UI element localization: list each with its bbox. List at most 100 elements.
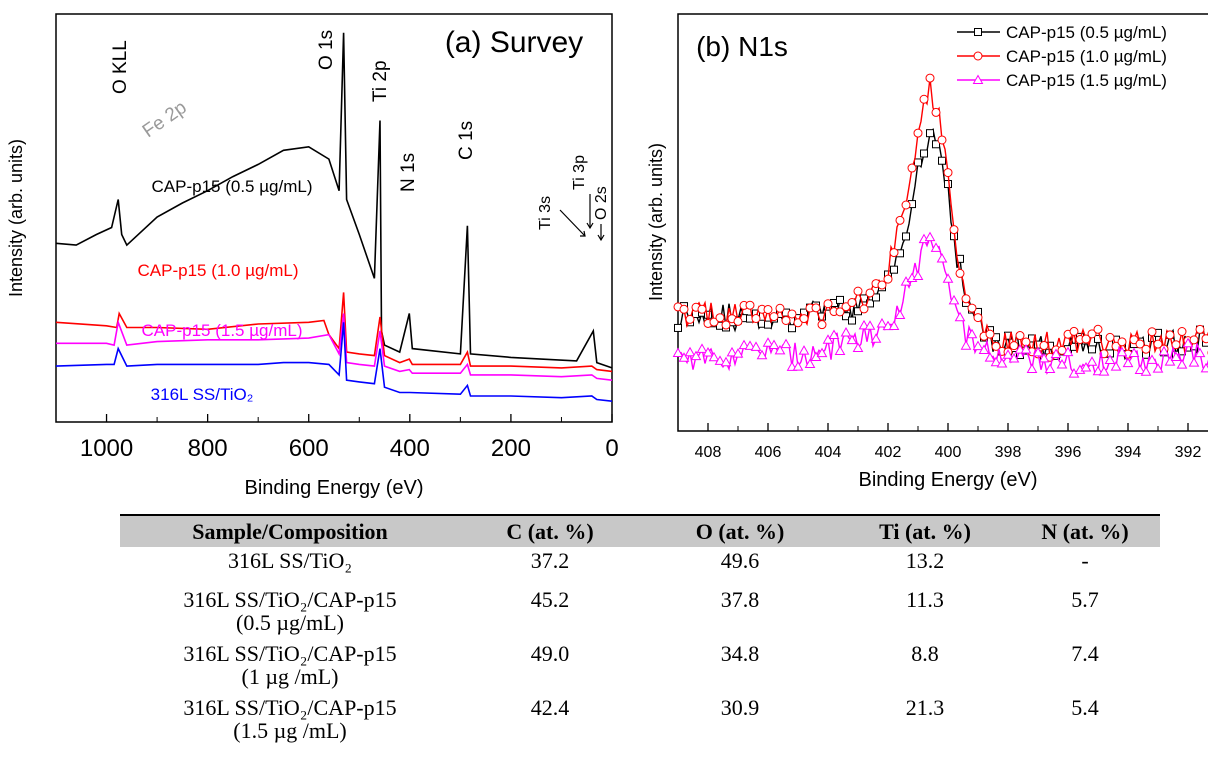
n1s-marker — [709, 317, 719, 327]
n1s-marker — [931, 107, 941, 117]
n1s-marker — [925, 73, 935, 83]
c-cell: 42.4 — [530, 695, 570, 720]
n1s-marker — [889, 248, 899, 258]
n1s-marker — [876, 317, 888, 328]
n1s-x-tick-label: 400 — [935, 444, 962, 461]
ti-cell: 8.8 — [911, 641, 939, 666]
n1s-marker — [948, 294, 960, 305]
n1s-marker — [1008, 352, 1020, 363]
n1s-marker — [1171, 340, 1181, 350]
survey-series-line-2 — [56, 313, 613, 381]
table-row: 316L SS/TiO₂ 37.2 49.6 13.2 - — [120, 547, 1160, 586]
n1s-marker — [852, 342, 864, 353]
n1s-marker — [1098, 366, 1110, 376]
n1s-marker — [919, 94, 929, 104]
n1s-marker — [775, 303, 785, 313]
n1s-marker — [1146, 354, 1158, 364]
n-cell: - — [1081, 548, 1089, 573]
n1s-marker — [842, 312, 850, 321]
n1s-marker — [920, 149, 928, 158]
survey-x-axis-label: Binding Energy (eV) — [245, 477, 424, 499]
o-cell: 30.9 — [720, 695, 760, 720]
n1s-marker — [704, 310, 712, 319]
table-row: 316L SS/TiO₂/CAP-p15 (1 µg /mL) 49.0 34.8… — [120, 640, 1160, 694]
n1s-marker — [1135, 339, 1145, 349]
n1s-x-tick-label: 398 — [995, 444, 1022, 461]
peak-label-ti-2p: Ti 2p — [370, 60, 391, 102]
peak-label-ti-3s: Ti 3s — [537, 196, 554, 230]
n1s-series-1 — [673, 73, 1208, 362]
n1s-marker — [1189, 335, 1199, 345]
n1s-y-axis-label: Intensity (arb. units) — [646, 143, 666, 301]
o-cell: 34.8 — [720, 641, 760, 666]
n1s-marker — [1104, 354, 1116, 364]
survey-x-tick-label: 0 — [605, 435, 618, 462]
n1s-marker — [1177, 327, 1187, 337]
n1s-marker — [1111, 341, 1121, 351]
n1s-marker — [895, 215, 905, 225]
c-cell: 45.2 — [530, 587, 570, 612]
n1s-marker — [847, 298, 857, 308]
n1s-marker — [1152, 363, 1164, 373]
n1s-marker — [1164, 356, 1176, 366]
n1s-marker — [787, 309, 797, 319]
n1s-marker — [756, 349, 768, 360]
n1s-marker — [955, 268, 965, 278]
n1s-marker — [823, 299, 833, 309]
n1s-marker — [792, 361, 804, 371]
survey-series-line-3 — [55, 322, 613, 402]
peak-label-c-1s: C 1s — [456, 121, 477, 160]
n1s-marker — [1176, 359, 1188, 369]
n1s-marker — [1087, 329, 1097, 339]
n1s-marker — [811, 303, 821, 313]
n1s-marker — [996, 357, 1008, 368]
n1s-marker — [1069, 326, 1079, 336]
peak-label-o-kll: O KLL — [110, 40, 131, 94]
peak-label-n-1s: N 1s — [398, 153, 419, 192]
n1s-marker — [1170, 351, 1182, 362]
n1s-marker — [1050, 348, 1062, 359]
n1s-marker — [732, 348, 744, 358]
header-ti: Ti (at. %) — [840, 514, 1010, 547]
n1s-marker — [793, 318, 803, 328]
n1s-marker — [1092, 365, 1104, 376]
n1s-marker — [1032, 346, 1044, 357]
n1s-marker — [1122, 357, 1134, 368]
n1s-x-tick-label: 402 — [875, 444, 902, 461]
n1s-marker — [840, 327, 852, 337]
n1s-marker — [877, 280, 887, 290]
sample-cell: 316L SS/TiO₂/CAP-p15 (1 µg /mL) — [183, 641, 397, 689]
n1s-x-axis-label: Binding Energy (eV) — [859, 469, 1038, 491]
n1s-marker — [985, 329, 995, 339]
n1s-marker — [1140, 366, 1152, 376]
n1s-marker — [738, 339, 750, 350]
n1s-marker — [937, 135, 947, 145]
n1s-marker — [1002, 349, 1014, 359]
n1s-marker — [859, 304, 869, 314]
n1s-marker — [684, 346, 696, 357]
n-cell: 5.7 — [1071, 587, 1099, 612]
n1s-marker — [914, 158, 922, 167]
n1s-marker — [932, 140, 940, 149]
n1s-marker — [788, 324, 796, 333]
n1s-marker — [938, 156, 946, 165]
curve-label-0-5: CAP-p15 (0.5 µg/mL) — [152, 177, 313, 196]
header-sample: Sample/Composition — [120, 514, 460, 547]
n1s-marker — [973, 51, 983, 61]
n1s-marker — [1039, 341, 1049, 351]
n1s-marker — [1062, 346, 1074, 357]
c-cell: 37.2 — [530, 548, 570, 573]
n1s-marker — [804, 358, 816, 368]
n1s-marker — [956, 254, 964, 263]
n1s-marker — [1094, 334, 1102, 343]
curve-label-1-5: CAP-p15 (1.5 µg/mL) — [142, 321, 303, 340]
n1s-marker — [780, 338, 792, 349]
n1s-marker — [721, 320, 731, 330]
n1s-marker — [966, 328, 978, 339]
n1s-legend-label: CAP-p15 (1.5 µg/mL) — [1006, 71, 1167, 90]
n1s-marker — [924, 231, 936, 242]
n1s-marker — [949, 225, 959, 235]
n1s-marker — [1116, 346, 1128, 357]
n1s-marker — [1088, 345, 1096, 354]
n1s-marker — [733, 316, 743, 326]
